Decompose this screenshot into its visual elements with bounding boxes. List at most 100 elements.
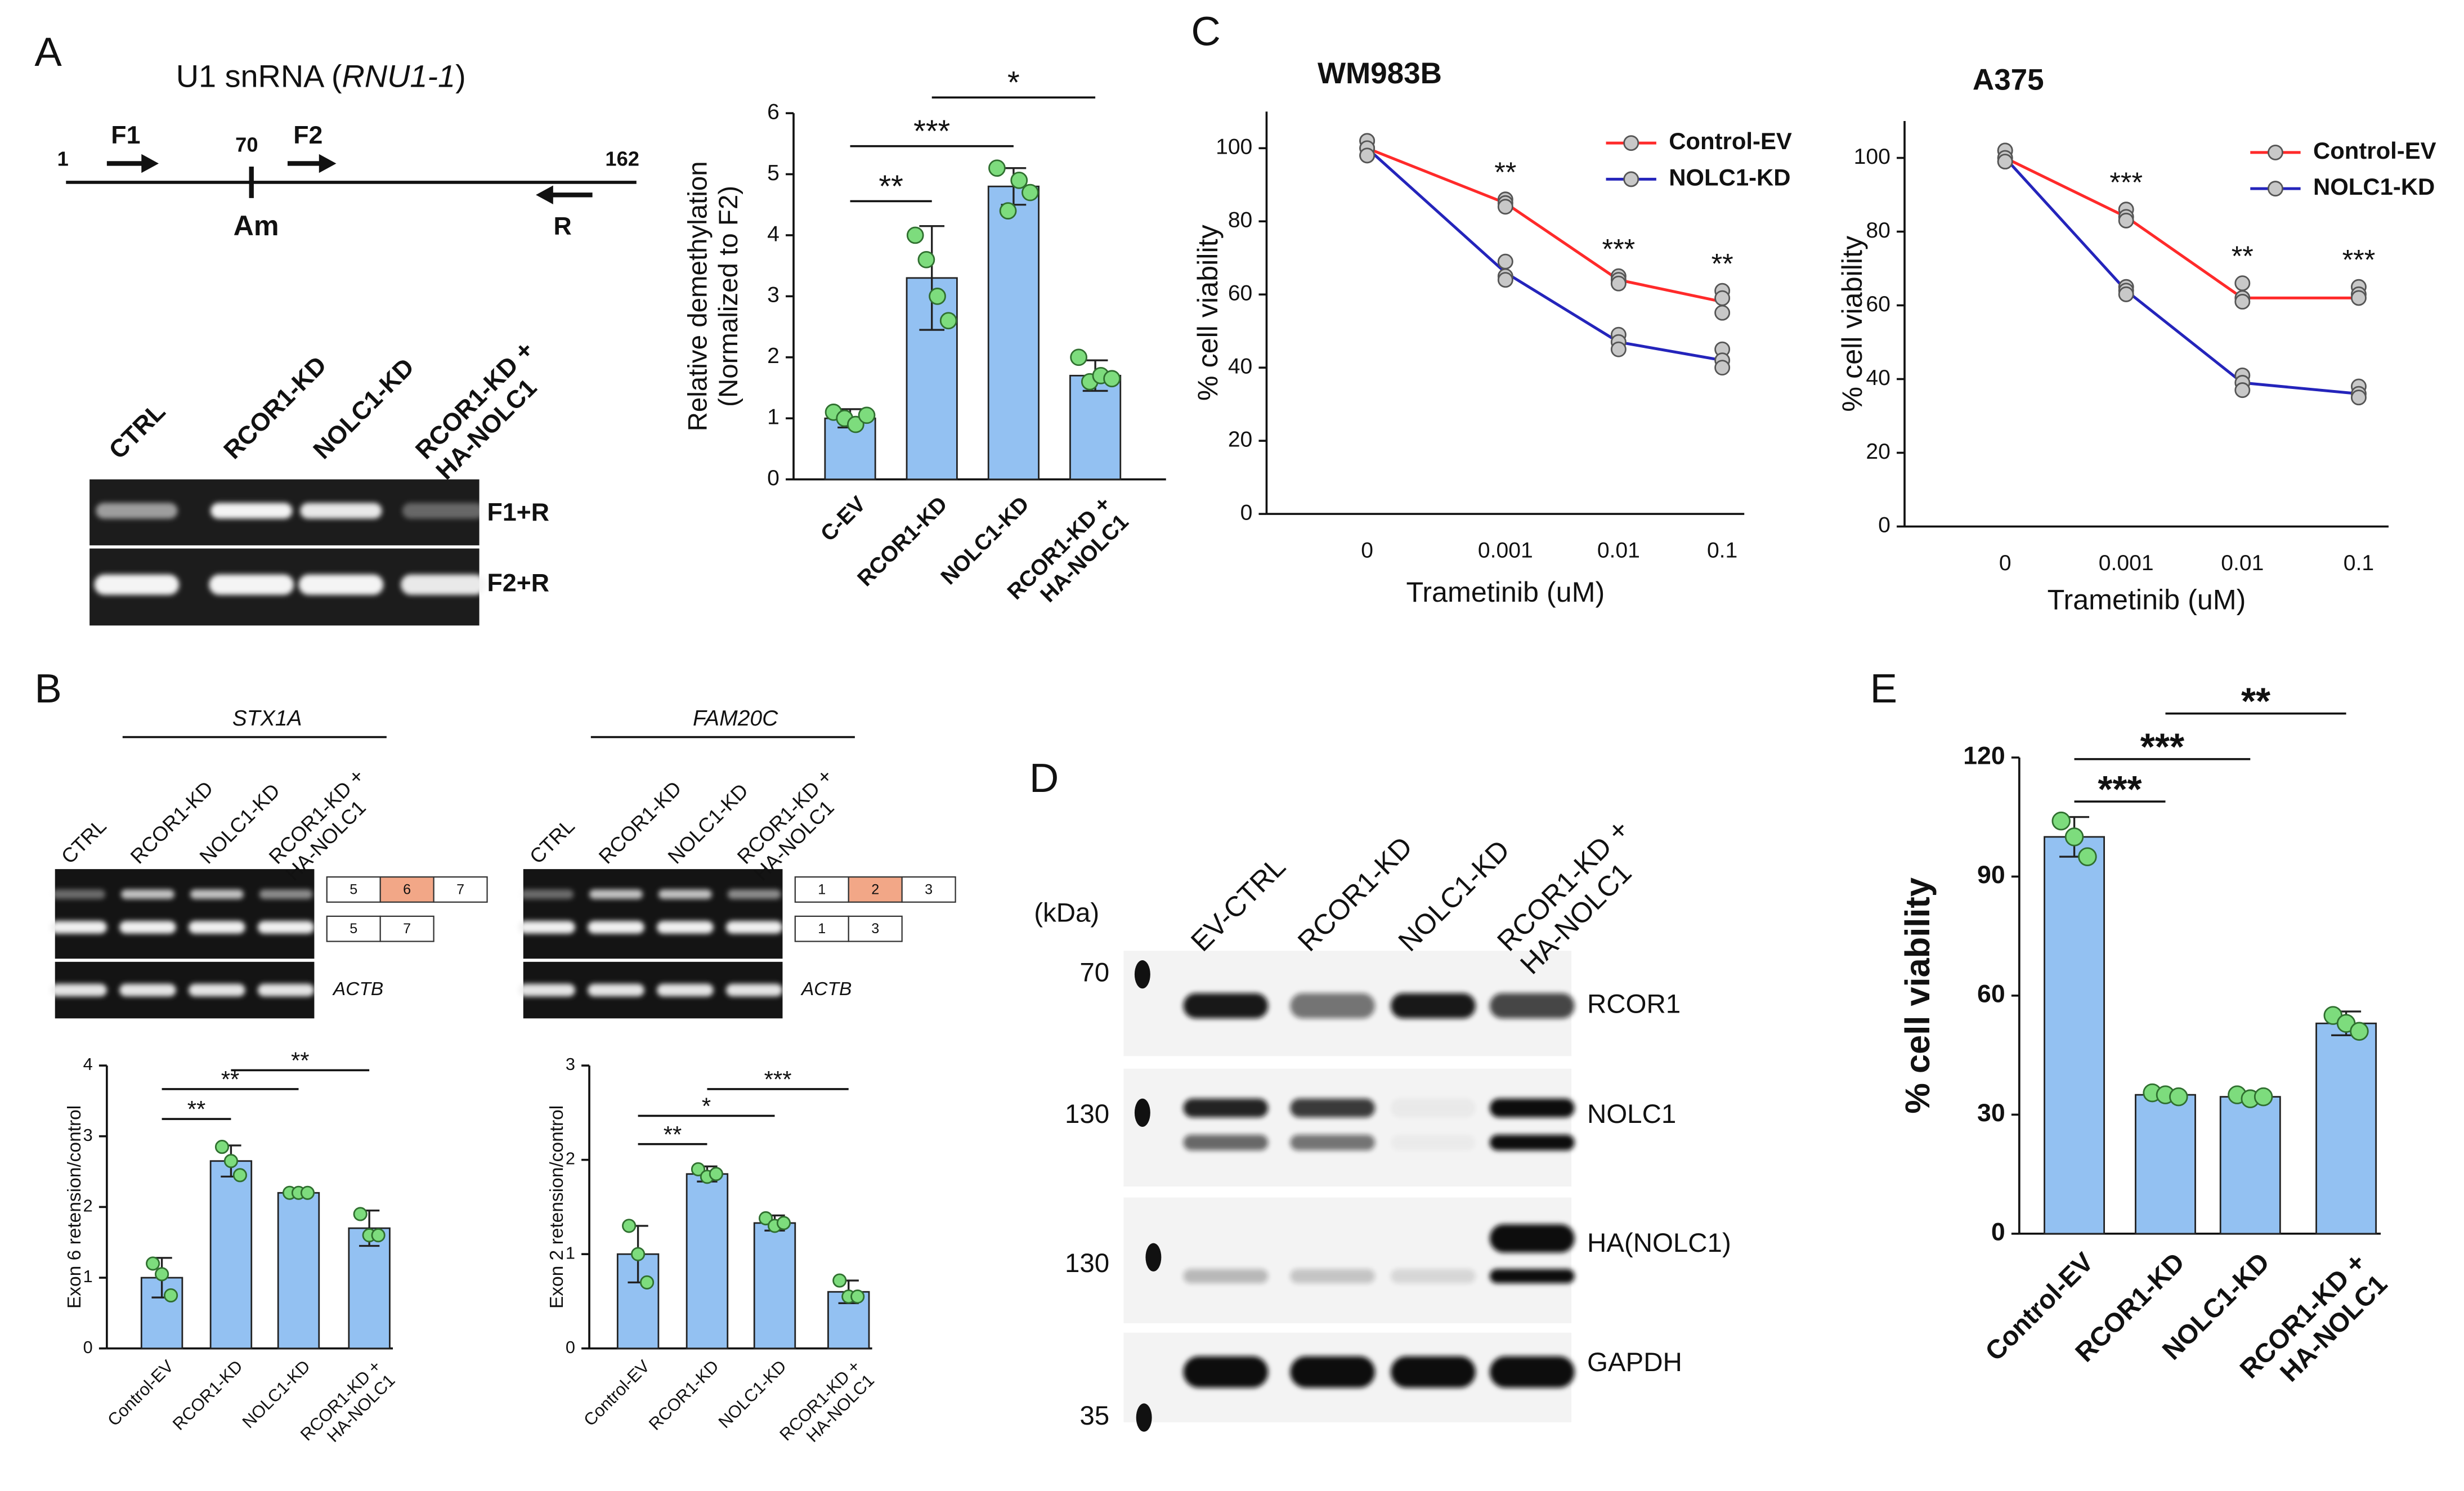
data-point (2051, 811, 2071, 831)
data-point (631, 1247, 646, 1261)
series-line (1367, 146, 1723, 303)
data-point (929, 288, 946, 305)
unit-label: (kDa) (1034, 898, 1099, 928)
x-tick-label: RCOR1-KD (169, 1356, 247, 1434)
position-label: 70 (235, 133, 258, 156)
band (119, 921, 176, 934)
band (1183, 1134, 1269, 1150)
loading-label: ACTB (800, 979, 852, 1000)
lane-label: RCOR1-KD +HA-NOLC1 (1491, 813, 1659, 980)
y-axis-label: Exon 2 retension/control (546, 1105, 567, 1309)
data-point (2254, 1087, 2273, 1107)
significance-label: ** (2241, 680, 2271, 723)
y-axis-label: % cell viability (1836, 235, 1868, 412)
exon-label: 1 (818, 881, 826, 897)
significance-label: ** (291, 1047, 310, 1074)
exon-label: 7 (403, 921, 411, 937)
data-point (163, 1288, 178, 1303)
data-point (214, 1140, 230, 1154)
data-point (917, 250, 935, 268)
primer-label: F1 (111, 122, 140, 149)
band (209, 574, 294, 595)
band (518, 921, 575, 934)
band (50, 983, 107, 997)
data-point (2078, 847, 2097, 866)
y-tick-label: 40 (1866, 366, 1890, 390)
text-line: (Normalized to F2) (714, 186, 743, 407)
bar (1069, 374, 1122, 481)
data-point (2350, 1022, 2369, 1041)
significance-label: ** (1712, 248, 1733, 279)
position-label: 162 (605, 147, 639, 170)
band (589, 889, 643, 899)
y-tick-label: 4 (767, 222, 779, 246)
data-point (1714, 290, 1731, 306)
y-tick-label: 30 (1977, 1099, 2005, 1127)
data-point (999, 202, 1017, 220)
panel-label: A (34, 29, 62, 75)
data-point (2234, 382, 2251, 399)
exon-label: 3 (871, 921, 879, 937)
band (189, 983, 245, 997)
y-tick-label: 2 (566, 1149, 575, 1168)
significance-label: * (1007, 65, 1020, 100)
band (96, 503, 178, 519)
y-tick-label: 60 (1866, 292, 1890, 316)
x-axis-label: Trametinib (uM) (1406, 576, 1605, 608)
gene-label: FAM20C (693, 706, 778, 731)
y-tick-label: 20 (1866, 440, 1890, 464)
y-tick-label: 0 (1240, 500, 1253, 525)
exon-box (433, 876, 488, 903)
exon-label: 5 (350, 921, 357, 937)
band (1290, 993, 1376, 1019)
gel (55, 869, 315, 959)
y-tick-label: 60 (1977, 980, 2005, 1008)
data-point (2350, 290, 2367, 306)
legend-label: Control-EV (2313, 137, 2436, 164)
band (657, 921, 714, 934)
y-axis-label: Relative demethylation(Normalized to F2) (683, 161, 743, 431)
legend-marker (1623, 135, 1639, 151)
band (1183, 1356, 1269, 1388)
significance-label: ** (879, 168, 903, 204)
y-tick-label: 5 (767, 161, 779, 185)
data-point (622, 1219, 637, 1233)
data-point (1497, 253, 1513, 270)
data-point (371, 1228, 386, 1243)
y-axis-label: % cell viability (1192, 224, 1224, 401)
bar (2219, 1096, 2281, 1235)
y-tick-label: 0 (566, 1337, 575, 1357)
bar (2044, 836, 2105, 1235)
bar (753, 1222, 796, 1350)
bar (987, 185, 1040, 481)
significance-label: ** (2232, 240, 2254, 272)
y-tick-label: 4 (83, 1054, 93, 1074)
panel-label: E (1870, 666, 1897, 711)
significance-label: *** (2140, 726, 2185, 768)
band (1489, 1134, 1575, 1150)
data-point (1497, 272, 1513, 288)
arrow-head (141, 154, 159, 173)
lane-label: RCOR1-KD +HA-NOLC1 (264, 764, 385, 885)
band (520, 889, 574, 899)
data-point (709, 1167, 723, 1181)
y-tick-label: 2 (83, 1196, 93, 1216)
x-tick-label: RCOR1-KD (645, 1356, 723, 1434)
x-tick-label: 0.1 (1707, 538, 1737, 562)
title-part: ) (455, 58, 466, 93)
marker-label: 35 (1079, 1401, 1109, 1431)
band (1489, 993, 1575, 1019)
data-point (858, 406, 876, 424)
loading-label: ACTB (332, 979, 383, 1000)
protein-label: NOLC1 (1587, 1099, 1676, 1129)
title-part: U1 snRNA ( (176, 58, 342, 93)
data-point (939, 312, 957, 330)
band (1290, 1356, 1376, 1388)
bar (906, 277, 958, 481)
bar (209, 1160, 253, 1350)
x-tick-label: 0.001 (1478, 538, 1533, 562)
error-bar (919, 225, 945, 331)
data-point (776, 1216, 791, 1230)
y-tick-label: 90 (1977, 861, 2005, 889)
